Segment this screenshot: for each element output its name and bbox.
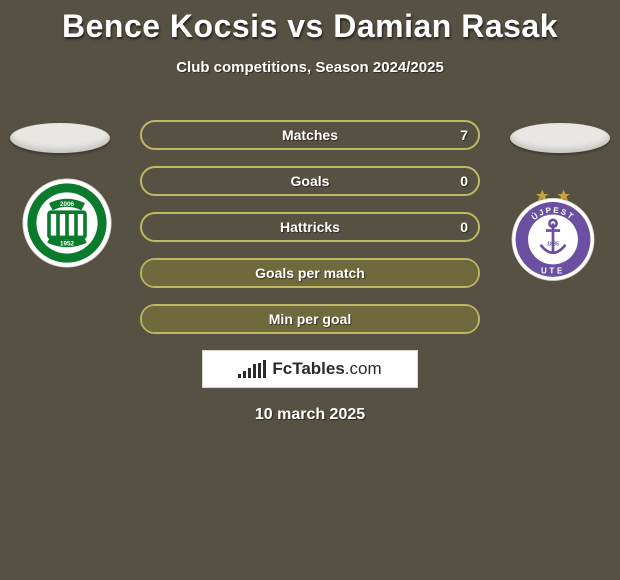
stat-value-right: 0 xyxy=(460,214,468,240)
stat-label: Goals per match xyxy=(142,260,478,286)
stat-value-right: 7 xyxy=(460,122,468,148)
stat-label: Goals xyxy=(142,168,478,194)
watermark-brand: FcTables xyxy=(272,359,344,378)
stat-row: Matches7 xyxy=(140,120,480,150)
stat-label: Matches xyxy=(142,122,478,148)
stat-row: Goals0 xyxy=(140,166,480,196)
stat-label: Min per goal xyxy=(142,306,478,332)
comparison-panel: Matches7Goals0Hattricks0Goals per matchM… xyxy=(0,120,620,424)
watermark: FcTables.com xyxy=(202,350,418,388)
page-title: Bence Kocsis vs Damian Rasak xyxy=(0,0,620,45)
watermark-domain: .com xyxy=(345,359,382,378)
stat-row: Min per goal xyxy=(140,304,480,334)
page-subtitle: Club competitions, Season 2024/2025 xyxy=(0,59,620,76)
watermark-bars-icon xyxy=(238,360,266,378)
stat-row: Hattricks0 xyxy=(140,212,480,242)
stat-label: Hattricks xyxy=(142,214,478,240)
footer-date: 10 march 2025 xyxy=(0,406,620,424)
watermark-text: FcTables.com xyxy=(272,359,381,379)
stat-row: Goals per match xyxy=(140,258,480,288)
stats-list: Matches7Goals0Hattricks0Goals per matchM… xyxy=(140,120,480,334)
stat-value-right: 0 xyxy=(460,168,468,194)
